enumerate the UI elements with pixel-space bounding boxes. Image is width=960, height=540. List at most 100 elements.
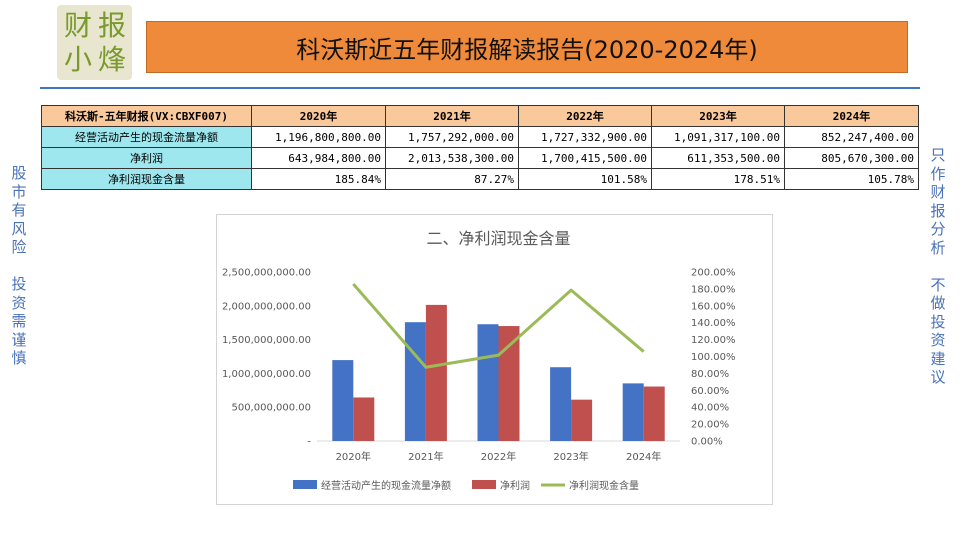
table-cell: 2,013,538,300.00 xyxy=(385,147,519,169)
side-note-char: 谨 xyxy=(11,330,27,349)
table-cell: 1,091,317,100.00 xyxy=(651,126,785,148)
table-header-cell: 2024年 xyxy=(784,105,919,127)
side-note-char: 报 xyxy=(930,201,946,220)
side-note-char: 投 xyxy=(11,275,27,293)
side-note-char: 慎 xyxy=(11,349,27,367)
row-label: 净利润现金含量 xyxy=(41,168,252,190)
y-right-tick-label: 180.00% xyxy=(691,284,736,295)
chart-container: 二、净利润现金含量 - 500,000,000.00 1,000,000,000.00… xyxy=(216,214,773,505)
logo-char: 报 xyxy=(97,9,126,42)
y-right-tick-label: 160.00% xyxy=(691,301,736,312)
table-cell: 178.51% xyxy=(651,168,785,190)
side-note-char xyxy=(928,257,948,276)
divider xyxy=(40,87,920,89)
bar xyxy=(550,367,572,441)
table-header-cell: 2022年 xyxy=(518,105,652,127)
combo-chart: 二、净利润现金含量 - 500,000,000.00 1,000,000,000.00… xyxy=(222,229,736,492)
side-note-char: 市 xyxy=(11,182,27,201)
side-note-char: 投 xyxy=(930,312,946,331)
logo-char: 小 xyxy=(63,43,92,76)
legend-swatch xyxy=(472,480,496,489)
logo: 财 报 小 烽 xyxy=(57,5,132,80)
x-tick-label: 2023年 xyxy=(553,450,588,463)
y-right-tick-label: 40.00% xyxy=(691,403,729,414)
table-cell: 852,247,400.00 xyxy=(784,126,919,148)
legend-label: 净利润 xyxy=(500,479,530,492)
y-right-tick-label: 100.00% xyxy=(691,352,736,363)
bar xyxy=(622,383,644,441)
bar xyxy=(332,360,354,441)
y-right-tick-label: 200.00% xyxy=(691,268,736,279)
table-header-cell: 2021年 xyxy=(385,105,519,127)
side-note-char: 分 xyxy=(930,220,946,238)
side-note-char: 险 xyxy=(11,238,27,256)
side-note-char: 股 xyxy=(11,164,27,182)
table-row: 经营活动产生的现金流量净额 1,196,800,800.00 1,757,292… xyxy=(41,126,919,148)
x-tick-label: 2020年 xyxy=(336,450,371,463)
bar xyxy=(571,399,593,441)
bar xyxy=(643,386,665,441)
table-cell: 101.58% xyxy=(518,168,652,190)
legend-swatch xyxy=(293,480,317,489)
table-cell: 1,757,292,000.00 xyxy=(385,126,519,148)
x-tick-label: 2022年 xyxy=(481,450,516,463)
y-left-tick-label: 1,000,000,000.00 xyxy=(222,369,311,380)
table-header-cell: 2020年 xyxy=(251,105,386,127)
table-header-cell: 科沃斯-五年财报(VX:CBXF007) xyxy=(41,105,252,127)
side-note-char xyxy=(9,257,29,276)
y-left-tick-label: 500,000,000.00 xyxy=(231,403,311,414)
table-cell: 105.78% xyxy=(784,168,919,190)
y-left-tick-label: 2,000,000,000.00 xyxy=(222,301,311,312)
table-row: 净利润 643,984,800.00 2,013,538,300.00 1,70… xyxy=(41,147,919,169)
bar xyxy=(498,326,520,441)
side-note-left: 股市有风险 投资需谨慎 xyxy=(9,164,29,368)
table-cell: 805,670,300.00 xyxy=(784,147,919,169)
side-note-right: 只作财报分析 不做投资建议 xyxy=(928,146,948,387)
row-label: 净利润 xyxy=(41,147,252,169)
y-right-tick-label: 120.00% xyxy=(691,335,736,346)
y-right-tick-label: 20.00% xyxy=(691,420,729,431)
side-note-char: 议 xyxy=(930,368,946,386)
table-row: 净利润现金含量 185.84% 87.27% 101.58% 178.51% 1… xyxy=(41,168,919,190)
legend-label: 经营活动产生的现金流量净额 xyxy=(321,479,451,492)
x-tick-label: 2021年 xyxy=(408,450,443,463)
bar xyxy=(477,324,499,441)
bar xyxy=(353,397,375,441)
table-cell: 185.84% xyxy=(251,168,386,190)
side-note-char: 只 xyxy=(930,146,946,164)
row-label: 经营活动产生的现金流量净额 xyxy=(41,126,252,148)
side-note-char: 建 xyxy=(930,349,946,368)
table-cell: 1,700,415,500.00 xyxy=(518,147,652,169)
bar xyxy=(425,304,447,441)
financial-table: 科沃斯-五年财报(VX:CBXF007) 2020年 2021年 2022年 2… xyxy=(41,105,919,190)
table-cell: 1,196,800,800.00 xyxy=(251,126,386,148)
y-left-tick-label: - xyxy=(307,437,311,448)
logo-char: 财 xyxy=(63,9,92,42)
y-left-tick-label: 2,500,000,000.00 xyxy=(222,268,311,279)
y-left-tick-label: 1,500,000,000.00 xyxy=(222,335,311,346)
side-note-char: 资 xyxy=(11,293,27,312)
table-header-row: 科沃斯-五年财报(VX:CBXF007) 2020年 2021年 2022年 2… xyxy=(41,105,919,127)
side-note-char: 做 xyxy=(930,294,946,312)
side-note-char: 作 xyxy=(930,164,946,183)
x-tick-label: 2024年 xyxy=(626,450,661,463)
side-note-char: 财 xyxy=(930,183,946,201)
table-cell: 87.27% xyxy=(385,168,519,190)
legend-label: 净利润现金含量 xyxy=(569,479,639,492)
y-right-tick-label: 140.00% xyxy=(691,318,736,329)
logo-char: 烽 xyxy=(97,43,126,76)
chart-title: 二、净利润现金含量 xyxy=(426,229,570,248)
side-note-char: 有 xyxy=(11,201,27,219)
side-note-char: 不 xyxy=(930,275,946,294)
y-right-tick-label: 60.00% xyxy=(691,386,729,397)
table-cell: 1,727,332,900.00 xyxy=(518,126,652,148)
table-cell: 643,984,800.00 xyxy=(251,147,386,169)
side-note-char: 需 xyxy=(11,312,27,330)
y-right-tick-label: 80.00% xyxy=(691,369,729,380)
side-note-char: 风 xyxy=(11,219,27,238)
y-right-tick-label: 0.00% xyxy=(691,437,723,448)
table-header-cell: 2023年 xyxy=(651,105,785,127)
page-title: 科沃斯近五年财报解读报告(2020-2024年) xyxy=(146,21,908,73)
bar xyxy=(404,322,426,441)
side-note-char: 资 xyxy=(930,331,946,349)
